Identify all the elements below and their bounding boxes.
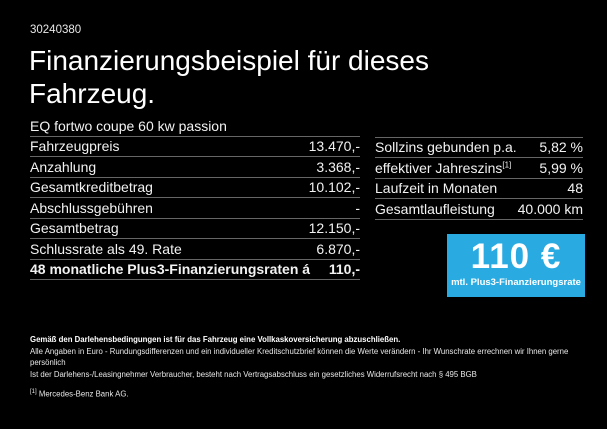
footnote-marker: [1]	[502, 160, 512, 170]
table-row: Fahrzeugpreis 13.470,-	[30, 137, 360, 157]
page-title: Finanzierungsbeispiel für dieses Fahrzeu…	[29, 45, 429, 109]
row-label: Sollzins gebunden p.a.	[375, 139, 517, 156]
document-number: 30240380	[30, 24, 82, 36]
table-row: Anzahlung 3.368,-	[30, 157, 360, 178]
row-label: Abschlussgebühren	[30, 199, 153, 216]
row-label: Gesamtbetrag	[30, 220, 119, 237]
footnote-text: Mercedes-Benz Bank AG.	[38, 389, 129, 399]
row-label: Anzahlung	[30, 158, 97, 175]
row-value: 13.470,-	[308, 138, 360, 155]
table-row-monthly-rate: 48 monatliche Plus3-Finanzierungsraten á…	[30, 260, 360, 280]
row-value: 10.102,-	[308, 179, 360, 196]
table-row: Gesamtkreditbetrag 10.102,-	[30, 178, 360, 198]
row-label: Laufzeit in Monaten	[375, 180, 498, 197]
monthly-rate-caption: mtl. Plus3-Finanzierungsrate	[451, 277, 581, 288]
row-label: Schlussrate als 49. Rate	[30, 240, 182, 257]
table-row: Gesamtlaufleistung 40.000 km	[375, 199, 583, 220]
financing-left-table: Fahrzeugpreis 13.470,- Anzahlung 3.368,-…	[30, 137, 360, 280]
disclaimer-bold-line: Gemäß den Darlehensbedingungen ist für d…	[30, 335, 401, 344]
row-value: -	[355, 199, 360, 216]
row-label: Gesamtkreditbetrag	[30, 179, 153, 196]
financing-right-table: Sollzins gebunden p.a. 5,82 % effektiver…	[375, 136, 583, 220]
row-value: 40.000 km	[517, 200, 583, 217]
footnote-line: [1] Mercedes-Benz Bank AG.	[30, 387, 580, 400]
disclaimer-line: Alle Angaben in Euro - Rundungsdifferenz…	[30, 346, 569, 368]
disclaimer-block: Gemäß den Darlehensbedingungen ist für d…	[30, 334, 580, 400]
vehicle-name-row: EQ fortwo coupe 60 kw passion	[30, 116, 360, 137]
row-label: effektiver Jahreszins	[375, 159, 503, 176]
disclaimer-line: Ist der Darlehens-/Leasingnehmer Verbrau…	[30, 369, 477, 379]
monthly-rate-amount: 110 €	[470, 237, 562, 276]
row-value: 110,-	[328, 261, 360, 278]
table-row: Laufzeit in Monaten 48	[375, 179, 583, 199]
footnote-marker: [1]	[30, 389, 37, 395]
table-row: Abschlussgebühren -	[30, 198, 360, 219]
row-value: 5,99 %	[539, 159, 583, 176]
row-value: 12.150,-	[308, 220, 360, 237]
table-row: Sollzins gebunden p.a. 5,82 %	[375, 138, 583, 158]
row-value: 3.368,-	[316, 158, 360, 175]
table-row: effektiver Jahreszins[1] 5,99 %	[375, 158, 583, 179]
table-row: Schlussrate als 49. Rate 6.870,-	[30, 239, 360, 260]
row-value: 6.870,-	[316, 240, 360, 257]
row-label: 48 monatliche Plus3-Finanzierungsraten á	[30, 261, 311, 278]
row-value: 48	[567, 180, 583, 197]
row-label: Fahrzeugpreis	[30, 138, 120, 155]
row-label: Gesamtlaufleistung	[375, 200, 495, 217]
monthly-rate-box: 110 € mtl. Plus3-Finanzierungsrate	[447, 234, 585, 297]
row-value: 5,82 %	[539, 139, 583, 156]
vehicle-name: EQ fortwo coupe 60 kw passion	[30, 117, 227, 134]
table-row: Gesamtbetrag 12.150,-	[30, 219, 360, 239]
